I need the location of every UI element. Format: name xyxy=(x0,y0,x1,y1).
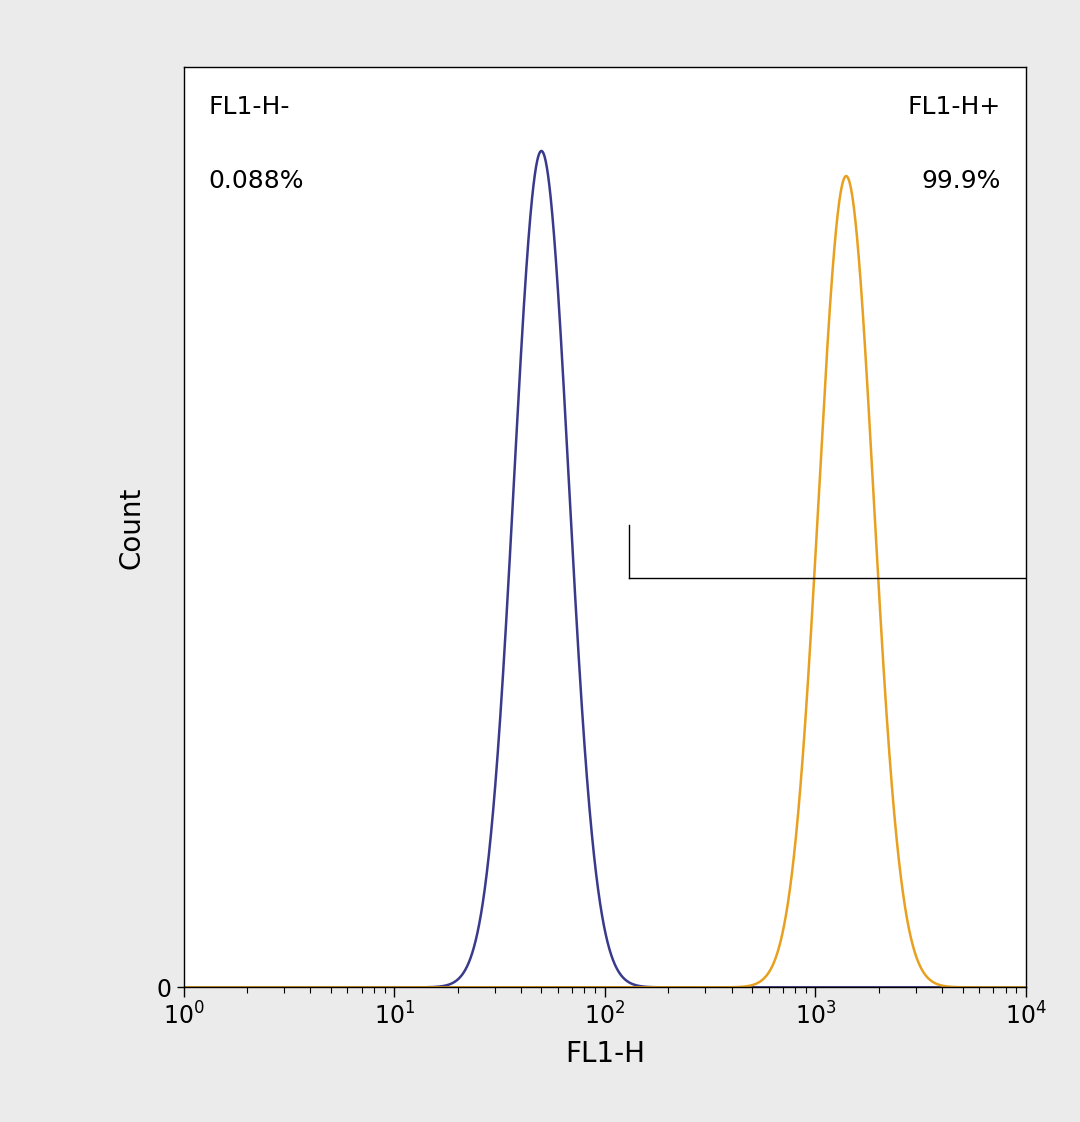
Text: FL1-H-: FL1-H- xyxy=(208,95,291,119)
Text: FL1-H+: FL1-H+ xyxy=(907,95,1001,119)
Y-axis label: Count: Count xyxy=(118,486,146,569)
X-axis label: FL1-H: FL1-H xyxy=(565,1040,645,1068)
Text: 99.9%: 99.9% xyxy=(921,168,1001,193)
Text: 0.088%: 0.088% xyxy=(208,168,305,193)
